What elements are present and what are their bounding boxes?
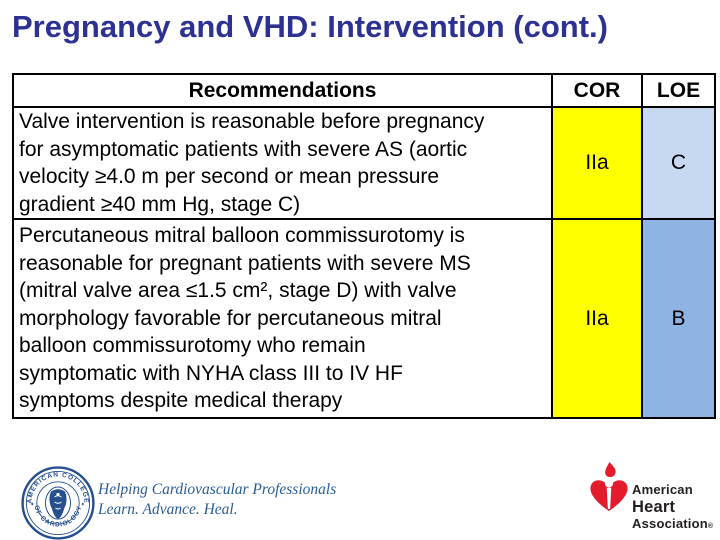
table-row: Percutaneous mitral balloon commissuroto… [12,218,716,419]
loe-value: B [641,218,716,419]
recommendations-table: Recommendations COR LOE Valve interventi… [12,73,716,419]
svg-text:✦: ✦ [30,501,35,508]
aha-name-line2: Heart [632,497,676,516]
table-header-row: Recommendations COR LOE [12,73,716,108]
slide-title: Pregnancy and VHD: Intervention (cont.) [12,9,608,44]
aha-name-line3: Association® [632,516,714,531]
aha-name: American Heart Association® [632,483,713,530]
acc-logo: AMERICAN COLLEGE OF CARDIOLOGY ✦ ✦ [21,466,95,540]
cor-value: IIa [551,106,643,220]
acc-seal-icon: AMERICAN COLLEGE OF CARDIOLOGY ✦ ✦ [21,466,95,540]
cor-value: IIa [551,218,643,419]
column-header-loe: LOE [641,73,716,108]
recommendation-text: Percutaneous mitral balloon commissuroto… [12,218,553,419]
recommendation-text: Valve intervention is reasonable before … [12,106,553,220]
column-header-cor: COR [551,73,643,108]
registered-trademark: ® [707,523,714,530]
aha-heart-torch-icon [590,462,628,511]
table-row: Valve intervention is reasonable before … [12,106,716,220]
svg-text:✦: ✦ [81,501,86,508]
aha-name-line1: American [632,482,693,497]
column-header-recommendations: Recommendations [12,73,553,108]
acc-tagline-line1: Helping Cardiovascular Professionals [98,481,337,498]
acc-tagline-line2: Learn. Advance. Heal. [98,501,238,518]
aha-logo [588,461,630,532]
acc-tagline: Helping Cardiovascular Professionals Lea… [98,480,336,520]
loe-value: C [641,106,716,220]
